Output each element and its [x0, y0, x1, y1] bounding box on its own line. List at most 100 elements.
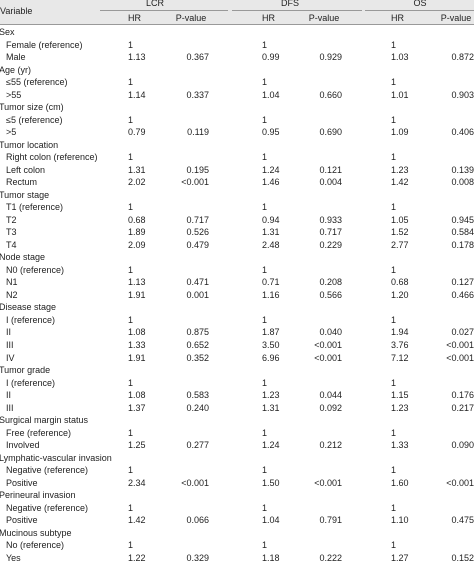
hr-value: 1.33 [391, 440, 409, 451]
p-value: 0.178 [451, 239, 474, 250]
p-value: <0.001 [446, 352, 474, 363]
p-value: 0.008 [451, 177, 474, 188]
hr-value: 1 [391, 427, 397, 438]
hr-value: 1.01 [391, 89, 409, 100]
rule [365, 10, 474, 11]
p-value: 0.479 [186, 239, 209, 250]
rule [100, 10, 228, 11]
group-label: Tumor size (cm) [0, 102, 64, 113]
p-value: <0.001 [181, 177, 209, 188]
p-value: 0.040 [319, 327, 342, 338]
row-label: I (reference) [6, 314, 56, 325]
hr-value: 1 [262, 114, 268, 125]
row-label: No (reference) [6, 540, 65, 551]
hr-value: 7.12 [391, 352, 409, 363]
p-value: 0.526 [186, 227, 209, 238]
hr-value: 0.68 [391, 277, 409, 288]
group-label: Node stage [0, 252, 46, 263]
p-value: 0.660 [319, 89, 342, 100]
p-value: 0.903 [451, 89, 474, 100]
row-label: ≤55 (reference) [6, 77, 68, 88]
p-value: 0.337 [186, 89, 209, 100]
hr-value: 1 [391, 502, 397, 513]
row-label: N1 [6, 277, 18, 288]
p-value: <0.001 [314, 477, 342, 488]
hr-value: 1.16 [262, 289, 280, 300]
hr-value: 1 [128, 202, 134, 213]
hr-value: 1 [391, 540, 397, 551]
hr-value: 1.15 [391, 390, 409, 401]
hr-value: 1 [128, 114, 134, 125]
hr-value: 1 [391, 152, 397, 163]
rule [232, 10, 362, 11]
row-label: III [6, 340, 14, 350]
hr-value: 1.18 [262, 552, 280, 563]
p-value: 0.121 [319, 164, 342, 175]
hr-value: 1.09 [391, 127, 409, 138]
p-value: 0.875 [186, 327, 209, 338]
hr-value: 1.13 [128, 277, 146, 288]
p-value: 0.566 [319, 289, 342, 300]
row-label: Left colon [6, 164, 46, 175]
hr-value: 2.09 [128, 239, 146, 250]
row-label: Female (reference) [6, 39, 83, 50]
hr-value: 1 [128, 465, 134, 476]
p-value: 0.027 [451, 327, 474, 338]
hr-value: 1.52 [391, 227, 409, 238]
column-header: P-value [440, 13, 472, 23]
table-header [0, 0, 474, 25]
p-value: 0.352 [186, 352, 209, 363]
hr-value: 1.94 [391, 327, 409, 338]
hr-value: 1 [262, 202, 268, 213]
p-value: 0.044 [319, 390, 342, 401]
row-label: N0 (reference) [6, 264, 65, 275]
p-value: 0.240 [186, 402, 209, 413]
hr-value: 1 [262, 39, 268, 50]
hr-value: 1 [128, 314, 134, 325]
hr-value: 1 [262, 540, 268, 551]
p-value: 0.119 [187, 127, 209, 138]
hr-value: 1 [262, 377, 268, 388]
p-value: 0.406 [451, 127, 474, 138]
hr-value: 1 [391, 114, 397, 125]
column-header: P-value [308, 13, 340, 23]
row-label: I (reference) [6, 377, 56, 388]
row-label: T1 (reference) [6, 202, 64, 213]
p-value: 0.208 [319, 277, 342, 288]
column-header: Variable [0, 6, 33, 16]
hr-value: 2.02 [128, 177, 146, 188]
hr-value: 1 [128, 77, 134, 88]
hr-value: 1.42 [391, 177, 409, 188]
group-label: Tumor grade [0, 365, 51, 376]
hr-value: 1 [262, 502, 268, 513]
hr-value: 1.87 [262, 327, 280, 338]
hr-value: 1 [128, 427, 134, 438]
hr-value: 1.04 [262, 89, 280, 100]
p-value: 0.471 [186, 277, 209, 288]
p-value: 0.475 [451, 515, 474, 526]
row-label: Negative (reference) [6, 465, 89, 476]
group-label: Tumor stage [0, 189, 50, 200]
hr-value: 6.96 [262, 352, 280, 363]
hr-value: 1.31 [128, 164, 146, 175]
group-label: Tumor location [0, 139, 59, 150]
row-label: Free (reference) [6, 427, 72, 438]
row-label: IV [6, 352, 15, 363]
hr-value: 1.23 [262, 390, 280, 401]
hr-value: 1.89 [128, 227, 146, 238]
p-value: 0.229 [319, 239, 342, 250]
hr-value: 0.95 [262, 127, 280, 138]
hr-value: 1.33 [128, 340, 146, 350]
hr-value: 1.23 [391, 164, 409, 175]
hr-value: 1.60 [391, 477, 409, 488]
p-value: 0.176 [451, 390, 474, 401]
hr-value: 1 [262, 264, 268, 275]
p-value: 0.929 [319, 52, 342, 63]
group-header: DFS [281, 0, 299, 8]
hr-value: 1 [391, 202, 397, 213]
hr-value: 1.46 [262, 177, 280, 188]
hr-value: 1.03 [391, 52, 409, 63]
hr-value: 1 [391, 39, 397, 50]
p-value: 0.090 [451, 440, 474, 451]
hr-value: 0.68 [128, 214, 146, 225]
